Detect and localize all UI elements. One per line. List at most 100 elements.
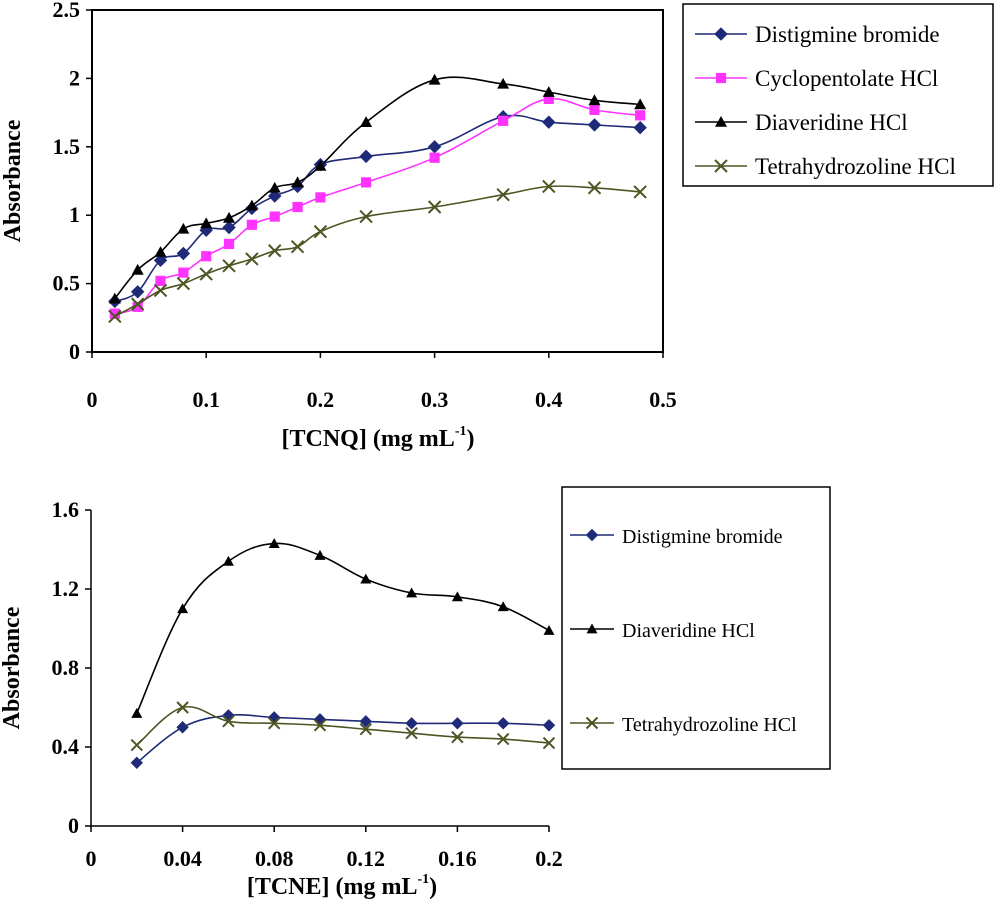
x-tick-label: 0.1	[192, 387, 220, 412]
series-line-tetrahydrozoline-hcl	[136, 705, 550, 746]
x-tick-label: 0.4	[535, 387, 563, 412]
legend-marker	[585, 716, 599, 730]
data-point-distigmine-bromide	[153, 253, 168, 268]
data-point-cyclopentolate-hcl	[132, 301, 143, 312]
y-tick-label: 2	[69, 65, 80, 90]
data-point-distigmine-bromide	[267, 711, 281, 724]
y-tick-label: 0.5	[53, 271, 81, 296]
data-point-tetrahydrozoline-hcl	[633, 185, 647, 199]
data-point-diaveridine-hcl	[543, 624, 555, 635]
series-line-tetrahydrozoline-hcl	[114, 185, 641, 318]
data-point-diaveridine-hcl	[588, 94, 601, 106]
y-axis-label-tcnq: Absorbance	[0, 119, 26, 242]
legend-label: Cyclopentolate HCl	[755, 66, 938, 91]
data-point-distigmine-bromide	[542, 719, 556, 732]
legend-tcne	[561, 486, 831, 770]
data-point-tetrahydrozoline-hcl	[451, 730, 464, 744]
data-point-cyclopentolate-hcl	[589, 104, 600, 115]
chart-tcnq: 0 0.5 1 1.5 2 2.5 0 0.1 0.2 0.3 0.4 0.5 Absorbance…	[0, 0, 994, 452]
data-point-tetrahydrozoline-hcl	[130, 297, 145, 311]
legend-entry-distigmine-bromide: Distigmine bromide	[570, 526, 783, 548]
data-point-tetrahydrozoline-hcl	[245, 252, 259, 266]
series-diaveridine-hcl	[108, 73, 647, 304]
data-point-distigmine-bromide	[313, 713, 327, 726]
legend-entry-tetrahydrozoline-hcl: Tetrahydrozoline HCl	[570, 714, 797, 736]
data-point-tetrahydrozoline-hcl	[427, 200, 442, 214]
data-point-distigmine-bromide	[359, 149, 373, 164]
data-point-diaveridine-hcl	[245, 199, 258, 211]
data-point-tetrahydrozoline-hcl	[542, 179, 556, 194]
data-point-diaveridine-hcl	[634, 98, 647, 110]
data-point-cyclopentolate-hcl	[315, 192, 326, 203]
data-point-cyclopentolate-hcl	[178, 267, 189, 278]
data-point-tetrahydrozoline-hcl	[222, 259, 236, 273]
data-point-distigmine-bromide	[587, 118, 602, 132]
data-point-diaveridine-hcl	[154, 246, 167, 257]
legend-entry-tetrahydrozoline-hcl: Tetrahydrozoline HCl	[695, 154, 956, 179]
data-point-tetrahydrozoline-hcl	[176, 276, 191, 291]
data-point-distigmine-bromide	[130, 756, 144, 770]
legend-marker	[715, 116, 727, 127]
y-tick-label: 1.5	[53, 134, 81, 159]
data-point-distigmine-bromide	[268, 189, 282, 203]
x-tick-label: 0.5	[649, 387, 677, 412]
data-point-tetrahydrozoline-hcl	[130, 738, 144, 752]
series-tetrahydrozoline-hcl	[108, 179, 647, 324]
y-tick-label: 2.5	[53, 0, 81, 22]
legend-entry-diaveridine-hcl: Diaveridine HCl	[695, 110, 908, 135]
data-point-distigmine-bromide	[405, 717, 418, 730]
legend-marker	[714, 27, 728, 41]
series-line-cyclopentolate-hcl	[114, 97, 641, 315]
data-point-cyclopentolate-hcl	[635, 110, 646, 121]
data-point-tetrahydrozoline-hcl	[313, 719, 327, 732]
series-diaveridine-hcl	[131, 538, 555, 718]
data-point-distigmine-bromide	[496, 717, 510, 730]
data-point-diaveridine-hcl	[428, 73, 441, 85]
data-point-tetrahydrozoline-hcl	[222, 715, 235, 728]
x-tick-label: 0.12	[347, 846, 386, 871]
data-point-cyclopentolate-hcl	[155, 275, 166, 286]
data-point-diaveridine-hcl	[291, 176, 304, 188]
chart-tcne: 0 0.4 0.8 1.2 1.6 0 0.04 0.08 0.12 0.16 0.2 Absor…	[0, 486, 831, 900]
data-point-diaveridine-hcl	[406, 587, 418, 598]
data-point-diaveridine-hcl	[177, 603, 189, 614]
data-point-distigmine-bromide	[130, 285, 145, 299]
data-point-diaveridine-hcl	[222, 555, 234, 566]
data-point-diaveridine-hcl	[200, 217, 213, 229]
legend-marker	[715, 72, 727, 84]
data-point-diaveridine-hcl	[131, 707, 143, 718]
data-point-diaveridine-hcl	[108, 292, 121, 304]
series-line-distigmine-bromide	[114, 114, 641, 303]
data-point-tetrahydrozoline-hcl	[496, 187, 510, 202]
data-point-tetrahydrozoline-hcl	[359, 723, 373, 736]
data-point-tetrahydrozoline-hcl	[108, 309, 122, 324]
legend-marker	[714, 159, 728, 173]
data-point-cyclopentolate-hcl	[246, 219, 257, 230]
x-tick-label: 0.08	[255, 846, 294, 871]
data-point-distigmine-bromide	[633, 120, 647, 135]
data-point-cyclopentolate-hcl	[498, 115, 509, 126]
y-axis-label-tcne: Absorbance	[0, 606, 25, 729]
data-point-diaveridine-hcl	[360, 573, 372, 584]
data-point-diaveridine-hcl	[360, 116, 373, 127]
x-tick-label: 0.3	[421, 387, 449, 412]
x-tick-label: 0.2	[535, 846, 563, 871]
data-point-tetrahydrozoline-hcl	[290, 239, 305, 254]
legend-entry-diaveridine-hcl: Diaveridine HCl	[570, 620, 755, 642]
data-point-cyclopentolate-hcl	[201, 251, 212, 262]
data-point-diaveridine-hcl	[497, 77, 510, 89]
x-tick-label: 0	[86, 846, 97, 871]
data-point-diaveridine-hcl	[497, 601, 509, 612]
y-tick-label: 1	[69, 202, 80, 227]
data-point-tetrahydrozoline-hcl	[153, 283, 168, 298]
data-point-tetrahydrozoline-hcl	[313, 224, 328, 239]
data-point-cyclopentolate-hcl	[360, 177, 372, 188]
data-point-cyclopentolate-hcl	[269, 211, 280, 222]
data-point-distigmine-bromide	[176, 721, 189, 734]
data-point-distigmine-bromide	[451, 717, 464, 730]
data-point-tetrahydrozoline-hcl	[199, 267, 213, 281]
series-line-diaveridine-hcl	[114, 76, 641, 300]
data-point-tetrahydrozoline-hcl	[176, 701, 189, 714]
